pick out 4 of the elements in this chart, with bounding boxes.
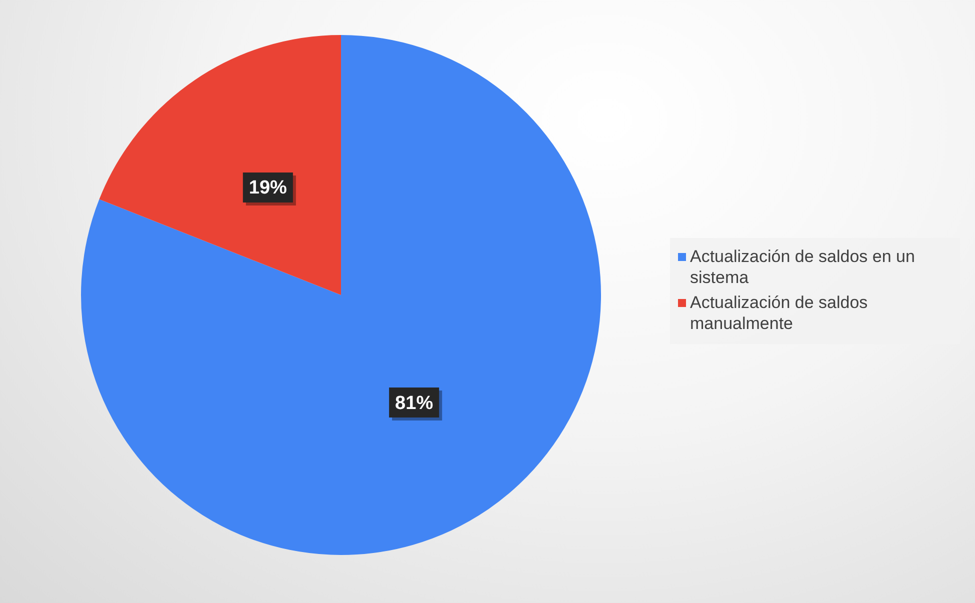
legend-label: Actualización de saldos manualmente bbox=[690, 292, 869, 334]
legend-label: Actualización de saldos en un sistema bbox=[690, 246, 916, 288]
data-label: 81% bbox=[395, 392, 434, 414]
data-label: 19% bbox=[248, 178, 288, 199]
